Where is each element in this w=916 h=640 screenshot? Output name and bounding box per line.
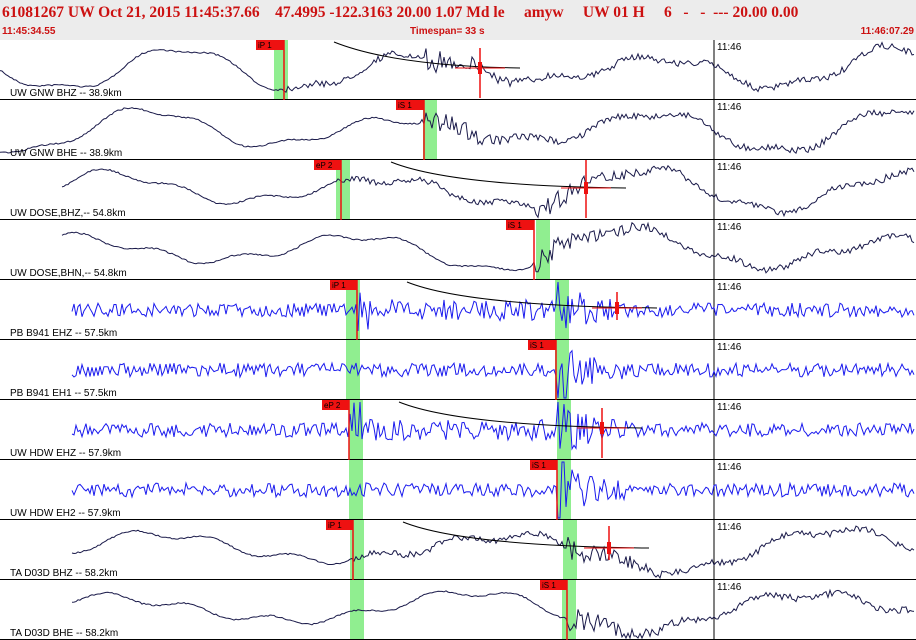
residual-marker: [478, 62, 482, 74]
station-channel-label: PB B941 EH1 -- 57.5km: [10, 388, 117, 399]
station-channel-label: UW DOSE,BHZ,-- 54.8km: [10, 208, 126, 219]
minute-tick-label: 11:46: [717, 462, 742, 473]
trace-panel[interactable]: 11:46 iP 1 TA D03D BHZ -- 58.2km: [0, 520, 916, 580]
trace-panel[interactable]: 11:46 iS 1 TA D03D BHE -- 58.2km: [0, 580, 916, 640]
waveform-trace: [71, 281, 915, 332]
trace-panel[interactable]: 11:46 iS 1 UW DOSE,BHN,-- 54.8km: [0, 220, 916, 280]
residual-marker: [607, 542, 611, 554]
station-channel-label: UW HDW EH2 -- 57.9km: [10, 508, 121, 519]
pick-flag[interactable]: [530, 460, 557, 470]
waveform-trace: [71, 349, 915, 399]
trace-panel[interactable]: 11:46 iS 1 PB B941 EH1 -- 57.5km: [0, 340, 916, 400]
residual-curve: [398, 401, 643, 429]
event-summary-title: 61081267 UW Oct 21, 2015 11:45:37.66 47.…: [2, 4, 799, 21]
waveform-trace: [71, 401, 915, 451]
waveform-trace: [0, 41, 915, 93]
station-channel-label: UW DOSE,BHN,-- 54.8km: [10, 268, 127, 279]
minute-tick-label: 11:46: [717, 522, 742, 533]
residual-marker: [615, 302, 619, 314]
pick-flag-label: iP 1: [328, 521, 342, 530]
pick-flag[interactable]: [506, 220, 534, 230]
pick-flag[interactable]: [528, 340, 556, 350]
station-channel-label: UW GNW BHZ -- 38.9km: [10, 88, 122, 99]
minute-tick-label: 11:46: [717, 102, 742, 113]
residual-curve: [402, 521, 650, 549]
trace-panel[interactable]: 11:46 iP 1 UW GNW BHZ -- 38.9km: [0, 40, 916, 100]
trace-panel[interactable]: 11:46 eP 2 UW HDW EHZ -- 57.9km: [0, 400, 916, 460]
pick-flag-label: iS 1: [398, 101, 412, 110]
residual-curve: [406, 281, 658, 309]
pick-flag-label: iS 1: [508, 221, 522, 230]
waveform-trace: [0, 107, 915, 155]
waveform-trace: [71, 525, 915, 580]
residual-curve: [390, 161, 627, 189]
trace-panel[interactable]: 11:46 iP 1 PB B941 EHZ -- 57.5km: [0, 280, 916, 340]
pick-flag[interactable]: [330, 280, 357, 290]
minute-tick-label: 11:46: [717, 342, 742, 353]
minute-tick-label: 11:46: [717, 42, 742, 53]
pick-flag[interactable]: [322, 400, 349, 410]
minute-tick-label: 11:46: [717, 162, 742, 173]
minute-tick-label: 11:46: [717, 402, 742, 413]
station-channel-label: UW GNW BHE -- 38.9km: [10, 148, 122, 159]
residual-marker: [600, 422, 604, 434]
timespan-label: Timespan= 33 s: [410, 26, 485, 37]
start-time-label: 11:45:34.55: [2, 26, 56, 37]
end-time-label: 11:46:07.29: [860, 26, 914, 37]
pick-window-band: [423, 100, 437, 160]
waveform-trace: [71, 588, 915, 640]
pick-flag[interactable]: [396, 100, 424, 110]
pick-flag-label: iS 1: [532, 461, 546, 470]
trace-panel[interactable]: 11:46 iS 1 UW GNW BHE -- 38.9km: [0, 100, 916, 160]
waveform-trace: [71, 461, 915, 519]
residual-curve: [333, 41, 521, 69]
minute-tick-label: 11:46: [717, 282, 742, 293]
station-channel-label: PB B941 EHZ -- 57.5km: [10, 328, 117, 339]
station-channel-label: TA D03D BHE -- 58.2km: [10, 628, 118, 639]
pick-flag-label: iP 1: [258, 41, 272, 50]
minute-tick-label: 11:46: [717, 222, 742, 233]
pick-window-band: [349, 460, 363, 520]
pick-flag-label: iP 1: [332, 281, 346, 290]
waveform-trace: [61, 221, 915, 274]
pick-flag-label: eP 2: [324, 401, 341, 410]
pick-flag-label: iS 1: [542, 581, 556, 590]
residual-marker: [584, 182, 588, 194]
pick-flag[interactable]: [314, 160, 341, 170]
event-header-bar: 61081267 UW Oct 21, 2015 11:45:37.66 47.…: [0, 0, 916, 40]
pick-flag[interactable]: [256, 40, 284, 50]
pick-window-band: [536, 220, 550, 280]
pick-window-band: [562, 580, 576, 640]
seismogram-traces[interactable]: 11:46 iP 1 UW GNW BHZ -- 38.9km 11:46 iS 1 UW…: [0, 40, 916, 640]
waveform-trace: [61, 164, 915, 219]
trace-panel[interactable]: 11:46 iS 1 UW HDW EH2 -- 57.9km: [0, 460, 916, 520]
pick-flag[interactable]: [540, 580, 567, 590]
station-channel-label: TA D03D BHZ -- 58.2km: [10, 568, 118, 579]
pick-flag[interactable]: [326, 520, 353, 530]
station-channel-label: UW HDW EHZ -- 57.9km: [10, 448, 121, 459]
pick-window-band: [336, 160, 350, 220]
minute-tick-label: 11:46: [717, 582, 742, 593]
trace-panel[interactable]: 11:46 eP 2 UW DOSE,BHZ,-- 54.8km: [0, 160, 916, 220]
pick-window-band: [563, 520, 577, 580]
pick-window-band: [346, 340, 360, 400]
pick-flag-label: iS 1: [530, 341, 544, 350]
pick-flag-label: eP 2: [316, 161, 333, 170]
